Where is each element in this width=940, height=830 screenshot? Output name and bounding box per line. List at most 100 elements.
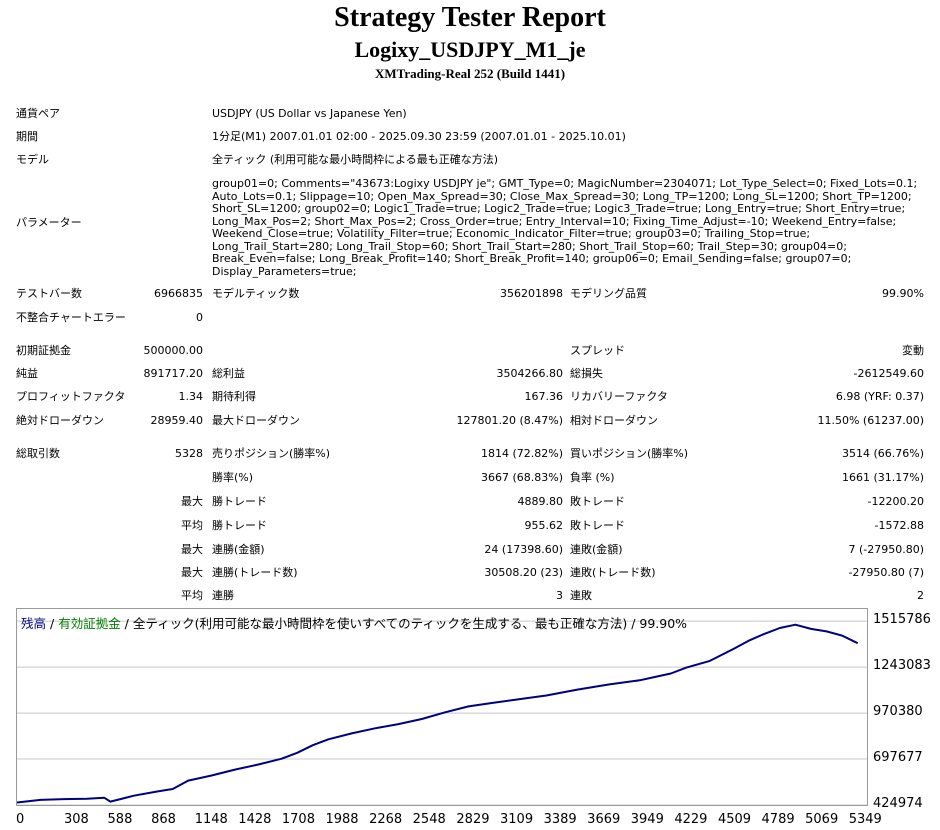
grossprofit-value: 3504266.80 [496,367,563,380]
x-tick-label: 1148 [194,812,228,827]
period-label: 期間 [16,130,38,143]
report-subtitle: Logixy_USDJPY_M1_je [354,37,586,62]
ticks-label: モデルティック数 [212,287,300,300]
avgconsloss-value: 2 [917,589,924,602]
recovery-value: 6.98 (YRF: 0.37) [835,390,924,403]
netprofit-label: 純益 [16,367,38,380]
long-label: 買いポジション(勝率%) [570,447,689,460]
grossloss-value: -2612549.60 [853,367,924,380]
trades-value: 5328 [175,447,203,460]
spread-label: スプレッド [570,344,625,357]
expected-label: 期待利得 [212,390,256,403]
consloss-cnt-label: 連敗(トレード数) [570,566,656,579]
avgloss-value: -1572.88 [874,519,924,532]
conswin-cnt-label: 連勝(トレード数) [212,566,298,579]
x-tick-label: 3389 [543,812,577,827]
period-value: 1分足(M1) 2007.01.01 02:00 - 2025.09.30 23… [212,130,626,143]
legend-separator: / [46,616,59,631]
recovery-label: リカバリーファクタ [570,390,668,403]
x-tick-label: 4509 [717,812,752,827]
y-tick-label: 1243083 [873,658,931,674]
x-tick-label: 1428 [238,812,272,827]
x-tick-label: 3109 [500,812,534,827]
netprofit-value: 891717.20 [143,367,204,380]
balance-line [17,623,859,804]
spread-value: 変動 [902,344,924,357]
avgwin-value: 955.62 [524,519,564,532]
params-value: group01=0; Comments="43673:Logixy USDJPY… [212,177,918,278]
lossrate-label: 負率 (%) [570,471,615,484]
conswin-amt-value: 24 (17398.60) [484,543,563,556]
grossloss-label: 総損失 [570,367,603,380]
x-tick-label: 5349 [848,812,882,827]
x-tick-label: 5069 [805,812,839,827]
avg-label: 平均 [181,519,203,532]
maxdd-label: 最大ドローダウン [212,414,300,427]
balance-chart: 残高 / 有効証拠金 / 全ティック(利用可能な最小時間枠を使いすべてのティック… [16,608,868,806]
chart-legend: 残高 / 有効証拠金 / 全ティック(利用可能な最小時間枠を使いすべてのティック… [21,613,687,632]
bestwin-value: 4889.80 [517,495,564,508]
bestwin-label: 勝トレード [212,495,267,508]
symbol-value: USDJPY (US Dollar vs Japanese Yen) [212,107,407,120]
long-value: 3514 (66.76%) [841,447,924,460]
worstloss-value: -12200.20 [867,495,924,508]
avg-label: 平均 [181,589,203,602]
x-tick-label: 868 [151,812,176,827]
winrate-value: 3667 (68.83%) [480,471,563,484]
absdd-label: 絶対ドローダウン [16,414,104,427]
x-tick-label: 308 [63,812,89,827]
server-info: XMTrading-Real 252 (Build 1441) [374,66,566,81]
chart-plot [17,620,867,805]
deposit-label: 初期証拠金 [16,344,71,357]
conswin-cnt-value: 30508.20 (23) [484,566,563,579]
model-label: モデル [16,153,49,166]
max-label: 最大 [181,566,203,579]
model-value: 全ティック (利用可能な最小時間枠による最も正確な方法) [212,153,499,166]
max-label: 最大 [181,543,203,556]
winrate-label: 勝率(%) [212,471,254,484]
trades-label: 総取引数 [16,447,60,460]
reldd-label: 相対ドローダウン [570,414,658,427]
consloss-amt-label: 連敗(金額) [570,543,623,556]
worstloss-label: 敗トレード [570,495,625,508]
conswin-amt-label: 連勝(金額) [212,543,265,556]
x-tick-label: 4789 [761,812,795,827]
short-label: 売りポジション(勝率%) [212,447,331,460]
maxdd-value: 127801.20 (8.47%) [456,414,563,427]
x-tick-label: 4229 [674,812,708,827]
reldd-value: 11.50% (61237.00) [817,414,924,427]
avgconswin-label: 連勝 [212,589,234,602]
report-title: Strategy Tester Report [334,2,606,33]
ticks-value: 356201898 [500,287,563,300]
params-label: パラメーター [16,216,82,229]
max-label: 最大 [181,495,203,508]
legend-equity: 有効証拠金 [58,616,121,631]
y-tick-label: 697677 [873,750,923,766]
quality-value: 99.90% [882,287,924,300]
x-tick-label: 3669 [587,812,621,827]
short-value: 1814 (72.82%) [480,447,563,460]
bars-label: テストバー数 [16,287,82,300]
x-tick-label: 1988 [325,812,359,827]
avgwin-label: 勝トレード [212,519,267,532]
y-tick-label: 970380 [873,704,923,720]
legend-description: / 全ティック(利用可能な最小時間枠を使いすべてのティックを生成する、最も正確な… [120,616,688,631]
quality-label: モデリング品質 [570,287,647,300]
x-tick-label: 2268 [369,812,403,827]
avgloss-label: 敗トレード [570,519,625,532]
x-tick-label: 588 [107,812,133,827]
consloss-cnt-value: -27950.80 (7) [848,566,924,579]
bars-value: 6966835 [154,287,203,300]
x-tick-label: 2548 [412,812,446,827]
avgconsloss-label: 連敗 [570,589,592,602]
x-tick-label: 2829 [456,812,490,827]
y-tick-label: 424974 [873,796,923,811]
x-tick-label: 0 [16,812,25,827]
grossprofit-label: 総利益 [212,367,245,380]
x-tick-label: 3949 [630,812,664,827]
mismatch-label: 不整合チャートエラー [16,311,126,324]
expected-value: 167.36 [524,390,564,403]
pf-value: 1.34 [178,390,204,403]
deposit-value: 500000.00 [143,344,204,357]
x-tick-label: 1708 [281,812,315,827]
